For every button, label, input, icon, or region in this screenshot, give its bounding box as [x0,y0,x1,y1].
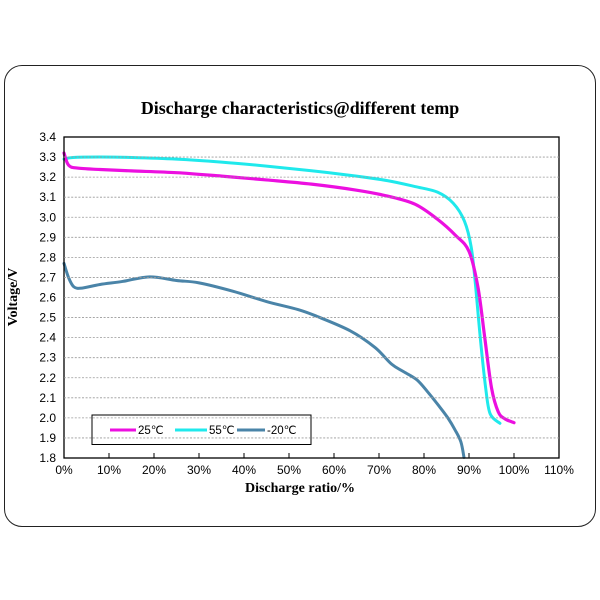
svg-text:3.2: 3.2 [39,170,56,184]
svg-text:2.1: 2.1 [39,391,56,405]
svg-text:0%: 0% [55,463,73,477]
svg-text:60%: 60% [322,463,346,477]
svg-text:-20℃: -20℃ [267,425,297,437]
svg-text:3.3: 3.3 [39,150,56,164]
svg-text:90%: 90% [457,463,481,477]
svg-text:40%: 40% [232,463,256,477]
svg-text:3.0: 3.0 [39,210,56,224]
svg-text:2.9: 2.9 [39,230,56,244]
svg-text:2.7: 2.7 [39,270,56,284]
svg-text:10%: 10% [97,463,121,477]
svg-text:25℃: 25℃ [138,425,164,437]
svg-text:3.1: 3.1 [39,190,56,204]
svg-text:3.4: 3.4 [39,130,56,144]
svg-text:1.8: 1.8 [39,451,56,465]
svg-text:2.8: 2.8 [39,250,56,264]
svg-text:50%: 50% [277,463,301,477]
svg-text:2.3: 2.3 [39,351,56,365]
svg-text:80%: 80% [412,463,436,477]
svg-text:1.9: 1.9 [39,431,56,445]
svg-text:2.4: 2.4 [39,331,56,345]
svg-text:100%: 100% [499,463,530,477]
svg-text:110%: 110% [544,463,574,477]
svg-text:2.5: 2.5 [39,311,56,325]
svg-text:2.0: 2.0 [39,411,56,425]
svg-text:30%: 30% [187,463,211,477]
svg-text:2.6: 2.6 [39,291,56,305]
svg-text:70%: 70% [367,463,391,477]
svg-text:55℃: 55℃ [209,425,235,437]
svg-text:2.2: 2.2 [39,371,56,385]
svg-text:20%: 20% [142,463,166,477]
